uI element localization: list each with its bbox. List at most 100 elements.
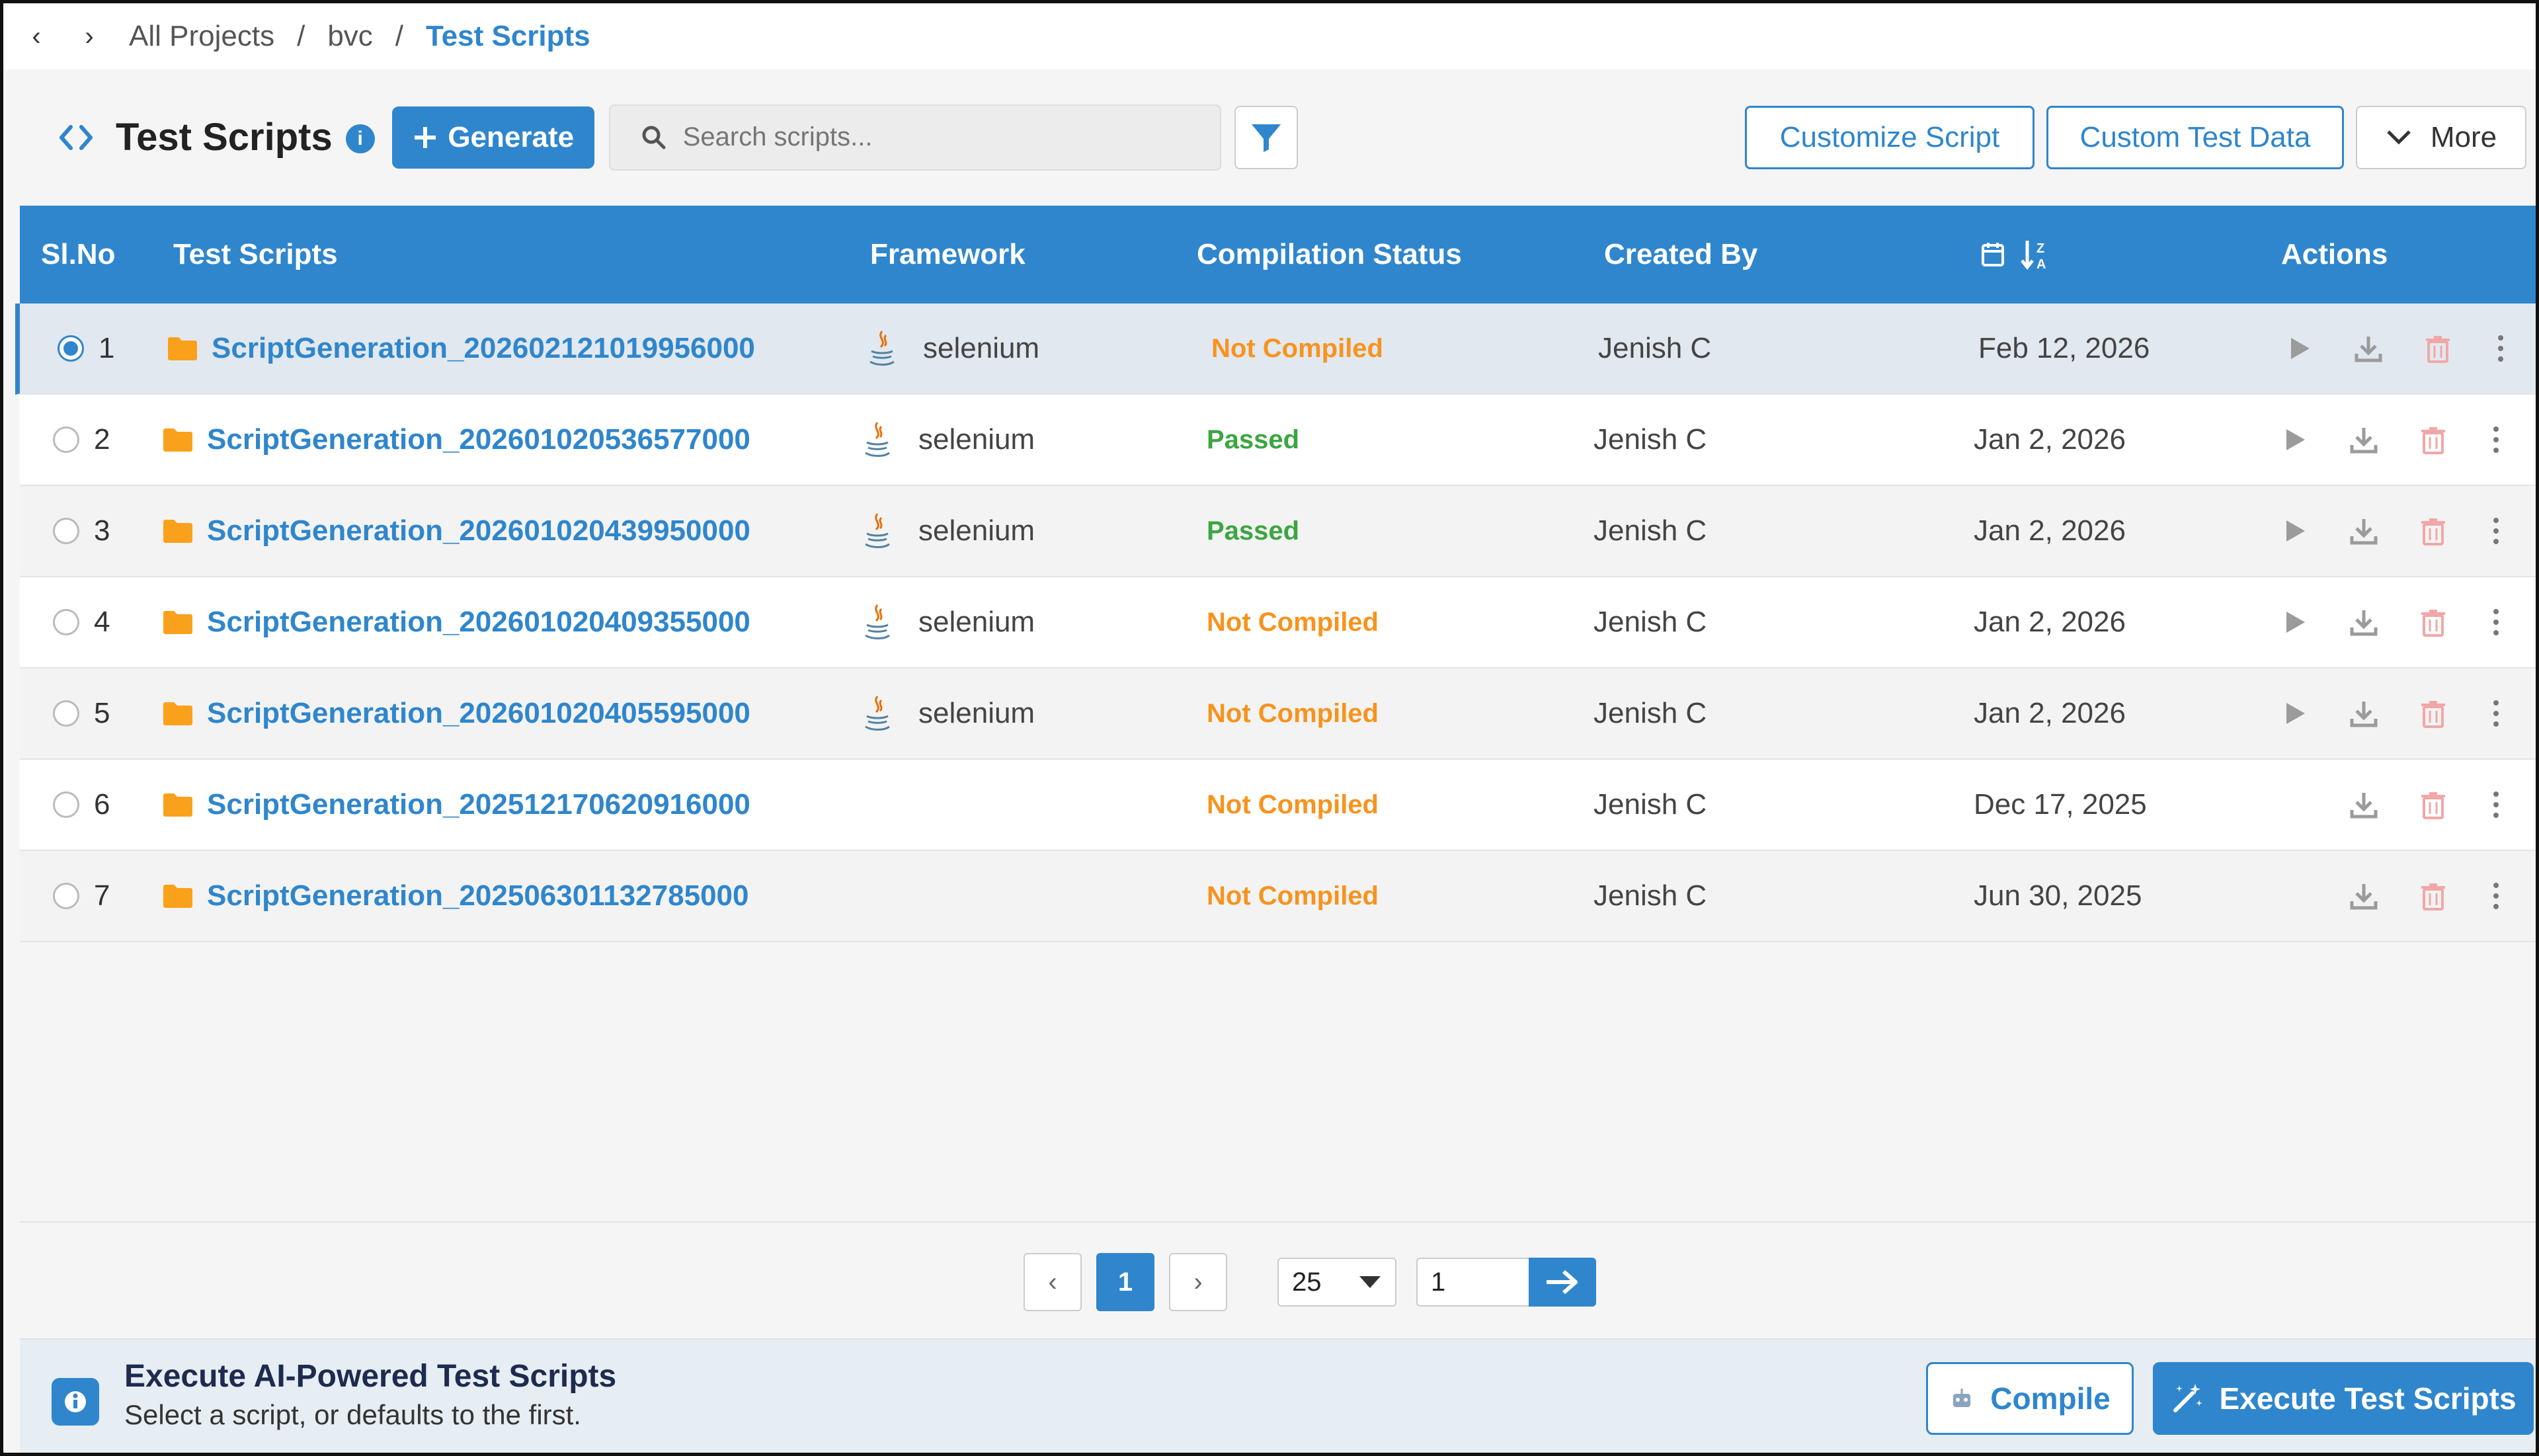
calendar-icon bbox=[1982, 243, 2004, 266]
framework-name: selenium bbox=[918, 514, 1035, 547]
customize-script-button[interactable]: Customize Script bbox=[1745, 105, 2035, 169]
compile-button[interactable]: Compile bbox=[1926, 1362, 2134, 1435]
run-button[interactable] bbox=[2275, 602, 2314, 642]
download-button[interactable] bbox=[2344, 876, 2384, 916]
table-row[interactable]: 7 ScriptGeneration_202506301132785000 Not … bbox=[20, 851, 2536, 942]
back-icon[interactable]: ‹ bbox=[32, 21, 41, 51]
page-size-select[interactable]: 25 bbox=[1277, 1258, 1396, 1307]
run-button[interactable] bbox=[2279, 329, 2319, 368]
download-icon bbox=[2350, 519, 2378, 545]
table-row[interactable]: 4 ScriptGeneration_202601020409355000 sele… bbox=[20, 577, 2536, 668]
goto-page-input[interactable]: 1 bbox=[1416, 1258, 1529, 1307]
more-button[interactable]: More bbox=[2356, 105, 2526, 169]
download-button[interactable] bbox=[2349, 329, 2388, 368]
run-button[interactable] bbox=[2275, 420, 2314, 460]
delete-button[interactable] bbox=[2413, 876, 2453, 916]
created-by: Jenish C bbox=[1593, 788, 1707, 821]
row-menu-button[interactable] bbox=[2486, 694, 2506, 733]
info-icon[interactable]: i bbox=[345, 124, 375, 153]
script-name-link[interactable]: ScriptGeneration_202601020439950000 bbox=[207, 514, 750, 547]
search-icon bbox=[642, 126, 666, 149]
forward-icon[interactable]: › bbox=[85, 21, 94, 51]
kebab-icon bbox=[2493, 609, 2499, 635]
script-name-link[interactable]: ScriptGeneration_202602121019956000 bbox=[212, 332, 755, 364]
row-radio[interactable] bbox=[53, 518, 79, 544]
header-date[interactable]: Z A bbox=[1981, 206, 2052, 303]
row-radio[interactable] bbox=[53, 791, 79, 818]
script-name-link[interactable]: ScriptGeneration_202601020536577000 bbox=[207, 423, 750, 456]
download-button[interactable] bbox=[2344, 785, 2384, 825]
search-box[interactable] bbox=[608, 104, 1221, 171]
folder-icon bbox=[163, 702, 192, 725]
kebab-icon bbox=[2493, 700, 2499, 727]
status-badge: Passed bbox=[1207, 425, 1300, 454]
next-page-button[interactable]: › bbox=[1169, 1253, 1227, 1311]
robot-icon bbox=[1953, 1389, 1971, 1407]
arrow-right-icon bbox=[1547, 1270, 1578, 1295]
filter-button[interactable] bbox=[1234, 105, 1298, 169]
download-icon bbox=[2350, 702, 2378, 727]
table-row[interactable]: 3 ScriptGeneration_202601020439950000 sele… bbox=[20, 486, 2536, 577]
script-name-link[interactable]: ScriptGeneration_202506301132785000 bbox=[207, 879, 749, 912]
execute-label: Execute Test Scripts bbox=[2219, 1381, 2517, 1416]
run-button[interactable] bbox=[2275, 511, 2314, 551]
delete-button[interactable] bbox=[2413, 420, 2453, 460]
row-radio[interactable] bbox=[53, 609, 79, 635]
download-button[interactable] bbox=[2344, 420, 2384, 460]
footer-subtitle: Select a script, or defaults to the firs… bbox=[124, 1399, 581, 1430]
framework-name: selenium bbox=[923, 332, 1040, 364]
delete-button[interactable] bbox=[2413, 511, 2453, 551]
delete-button[interactable] bbox=[2418, 329, 2458, 368]
download-icon bbox=[2350, 793, 2378, 819]
breadcrumb: ‹ › All Projects / bvc / Test Scripts bbox=[3, 3, 2536, 69]
sort-icon[interactable]: Z A bbox=[2019, 238, 2052, 271]
script-name-link[interactable]: ScriptGeneration_202601020409355000 bbox=[207, 606, 750, 638]
download-button[interactable] bbox=[2344, 511, 2384, 551]
custom-test-data-button[interactable]: Custom Test Data bbox=[2046, 105, 2344, 169]
java-icon bbox=[865, 604, 890, 639]
row-menu-button[interactable] bbox=[2486, 876, 2506, 916]
chevron-down-icon bbox=[1359, 1276, 1381, 1288]
breadcrumb-project[interactable]: bvc bbox=[327, 20, 373, 52]
delete-button[interactable] bbox=[2413, 785, 2453, 825]
table-row[interactable]: 5 ScriptGeneration_202601020405595000 sele… bbox=[20, 668, 2536, 760]
row-menu-button[interactable] bbox=[2486, 420, 2506, 460]
breadcrumb-all-projects[interactable]: All Projects bbox=[129, 20, 275, 52]
goto-page-button[interactable] bbox=[1529, 1258, 1596, 1307]
prev-page-button[interactable]: ‹ bbox=[1024, 1253, 1082, 1311]
generate-button[interactable]: Generate bbox=[391, 106, 594, 169]
table-row[interactable]: 6 ScriptGeneration_202512170620916000 Not … bbox=[20, 760, 2536, 851]
created-by: Jenish C bbox=[1593, 423, 1707, 456]
created-date: Jan 2, 2026 bbox=[1974, 514, 2126, 547]
download-button[interactable] bbox=[2344, 602, 2384, 642]
table-row[interactable]: 2 ScriptGeneration_202601020536577000 sele… bbox=[20, 395, 2536, 486]
header-slno: Sl.No bbox=[41, 238, 116, 270]
row-radio[interactable] bbox=[53, 426, 79, 453]
script-name-link[interactable]: ScriptGeneration_202601020405595000 bbox=[207, 697, 750, 729]
row-radio[interactable] bbox=[58, 335, 84, 362]
row-menu-button[interactable] bbox=[2491, 329, 2511, 368]
row-radio[interactable] bbox=[53, 883, 79, 909]
kebab-icon bbox=[2493, 791, 2499, 818]
delete-button[interactable] bbox=[2413, 694, 2453, 733]
row-radio[interactable] bbox=[53, 700, 79, 727]
script-name-link[interactable]: ScriptGeneration_202512170620916000 bbox=[207, 788, 750, 821]
row-menu-button[interactable] bbox=[2486, 785, 2506, 825]
delete-button[interactable] bbox=[2413, 602, 2453, 642]
execute-test-scripts-button[interactable]: Execute Test Scripts bbox=[2153, 1362, 2534, 1435]
created-date: Jan 2, 2026 bbox=[1974, 606, 2126, 638]
download-button[interactable] bbox=[2344, 694, 2384, 733]
search-input[interactable] bbox=[681, 122, 1187, 153]
current-page-button[interactable]: 1 bbox=[1096, 1253, 1154, 1311]
trash-icon bbox=[2426, 336, 2450, 363]
created-date: Dec 17, 2025 bbox=[1974, 788, 2147, 821]
trash-icon bbox=[2421, 792, 2445, 819]
table-row[interactable]: 1 ScriptGeneration_202602121019956000 sele… bbox=[15, 303, 2536, 395]
row-menu-button[interactable] bbox=[2486, 511, 2506, 551]
chevron-down-icon bbox=[2387, 130, 2411, 145]
row-number: 2 bbox=[94, 423, 110, 456]
run-button[interactable] bbox=[2275, 694, 2314, 733]
created-by: Jenish C bbox=[1593, 514, 1707, 547]
row-menu-button[interactable] bbox=[2486, 602, 2506, 642]
scripts-table: Sl.No Test Scripts Framework Compilation… bbox=[15, 206, 2536, 942]
